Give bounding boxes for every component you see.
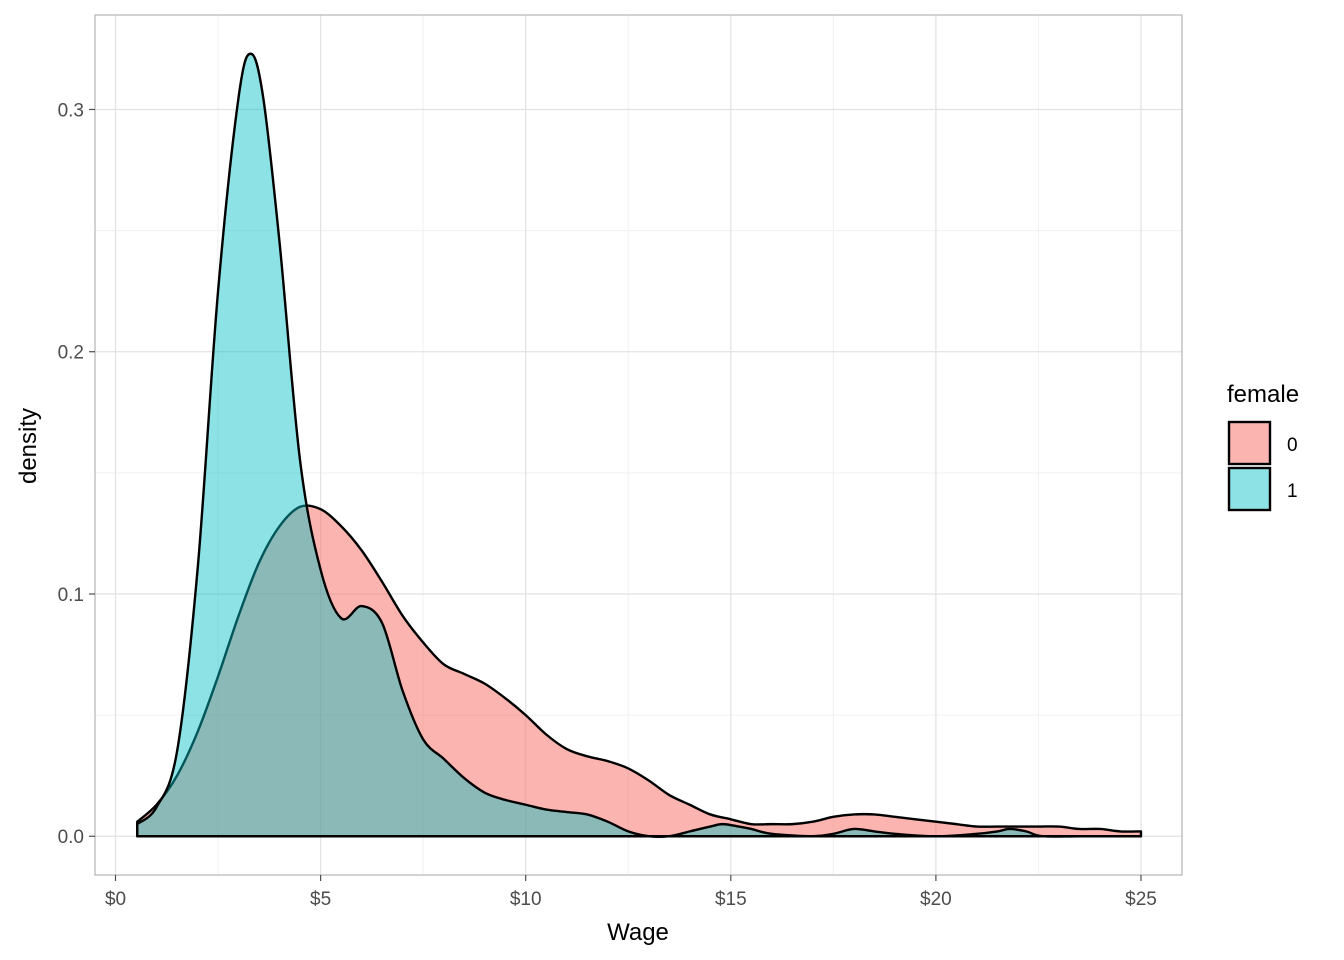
x-tick-label: $10 <box>510 889 542 910</box>
x-tick-label: $5 <box>310 889 331 910</box>
density-area-series-0 <box>136 504 1143 838</box>
x-tick-label: $20 <box>920 889 952 910</box>
legend-title: female <box>1227 381 1299 408</box>
y-tick-label: 0.1 <box>58 585 84 606</box>
x-axis-title: Wage <box>607 919 669 946</box>
legend-item-1: 1 <box>1227 466 1298 512</box>
legend-item-0: 0 <box>1227 420 1298 466</box>
legend-key-0 <box>1227 420 1272 466</box>
legend-label-1: 1 <box>1287 481 1298 502</box>
plot-panel-border <box>94 14 1183 876</box>
density-series <box>136 52 1143 839</box>
y-axis-ticks: 0.0 0.1 0.2 0.3 <box>58 100 95 848</box>
y-tick-label: 0.2 <box>58 343 84 364</box>
legend-label-0: 0 <box>1287 435 1298 456</box>
legend-key-1 <box>1227 466 1272 512</box>
x-tick-label: $15 <box>715 889 747 910</box>
y-tick-label: 0.0 <box>58 827 84 848</box>
x-axis-ticks: $0 $5 $10 $15 $20 $25 <box>105 875 1157 910</box>
density-area-series-1 <box>136 52 1143 839</box>
y-axis-title: density <box>15 408 42 484</box>
x-tick-label: $25 <box>1125 889 1157 910</box>
y-tick-label: 0.3 <box>58 100 84 121</box>
x-tick-label: $0 <box>105 889 126 910</box>
legend: female 0 1 <box>1227 381 1299 512</box>
